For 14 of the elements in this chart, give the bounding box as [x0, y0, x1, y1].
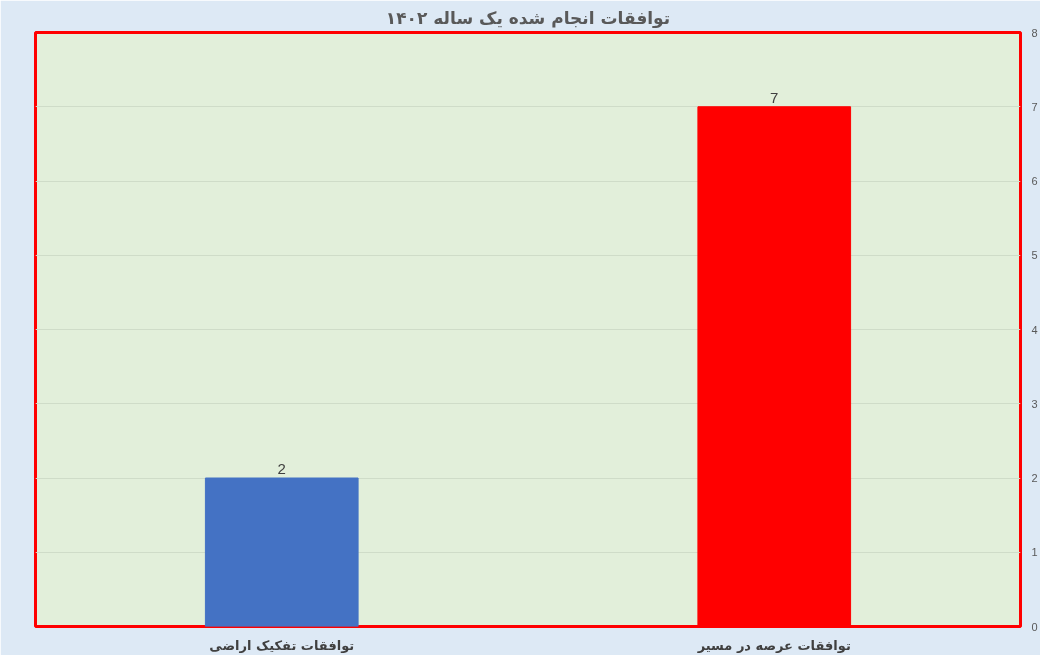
- y-tick-label: 6: [1031, 175, 1038, 187]
- y-tick-label: 3: [1031, 397, 1038, 410]
- y-tick-label: 5: [1031, 249, 1038, 262]
- y-tick-label: 1: [1031, 546, 1038, 559]
- y-tick-label: 7: [1031, 100, 1038, 113]
- data-label: 7: [770, 88, 779, 106]
- x-tick-label: توافقات عرصه در مسیر: [696, 637, 851, 653]
- x-tick-label: توافقات تفکیک اراضی: [209, 637, 355, 653]
- y-tick-label: 0: [1031, 620, 1038, 633]
- chart-title: توافقات انجام شده یک ساله ۱۴۰۲: [385, 7, 671, 29]
- data-label: 2: [277, 460, 286, 477]
- y-tick-label: 8: [1031, 26, 1038, 39]
- y-tick-label: 4: [1031, 323, 1038, 336]
- y-tick-label: 2: [1031, 472, 1038, 484]
